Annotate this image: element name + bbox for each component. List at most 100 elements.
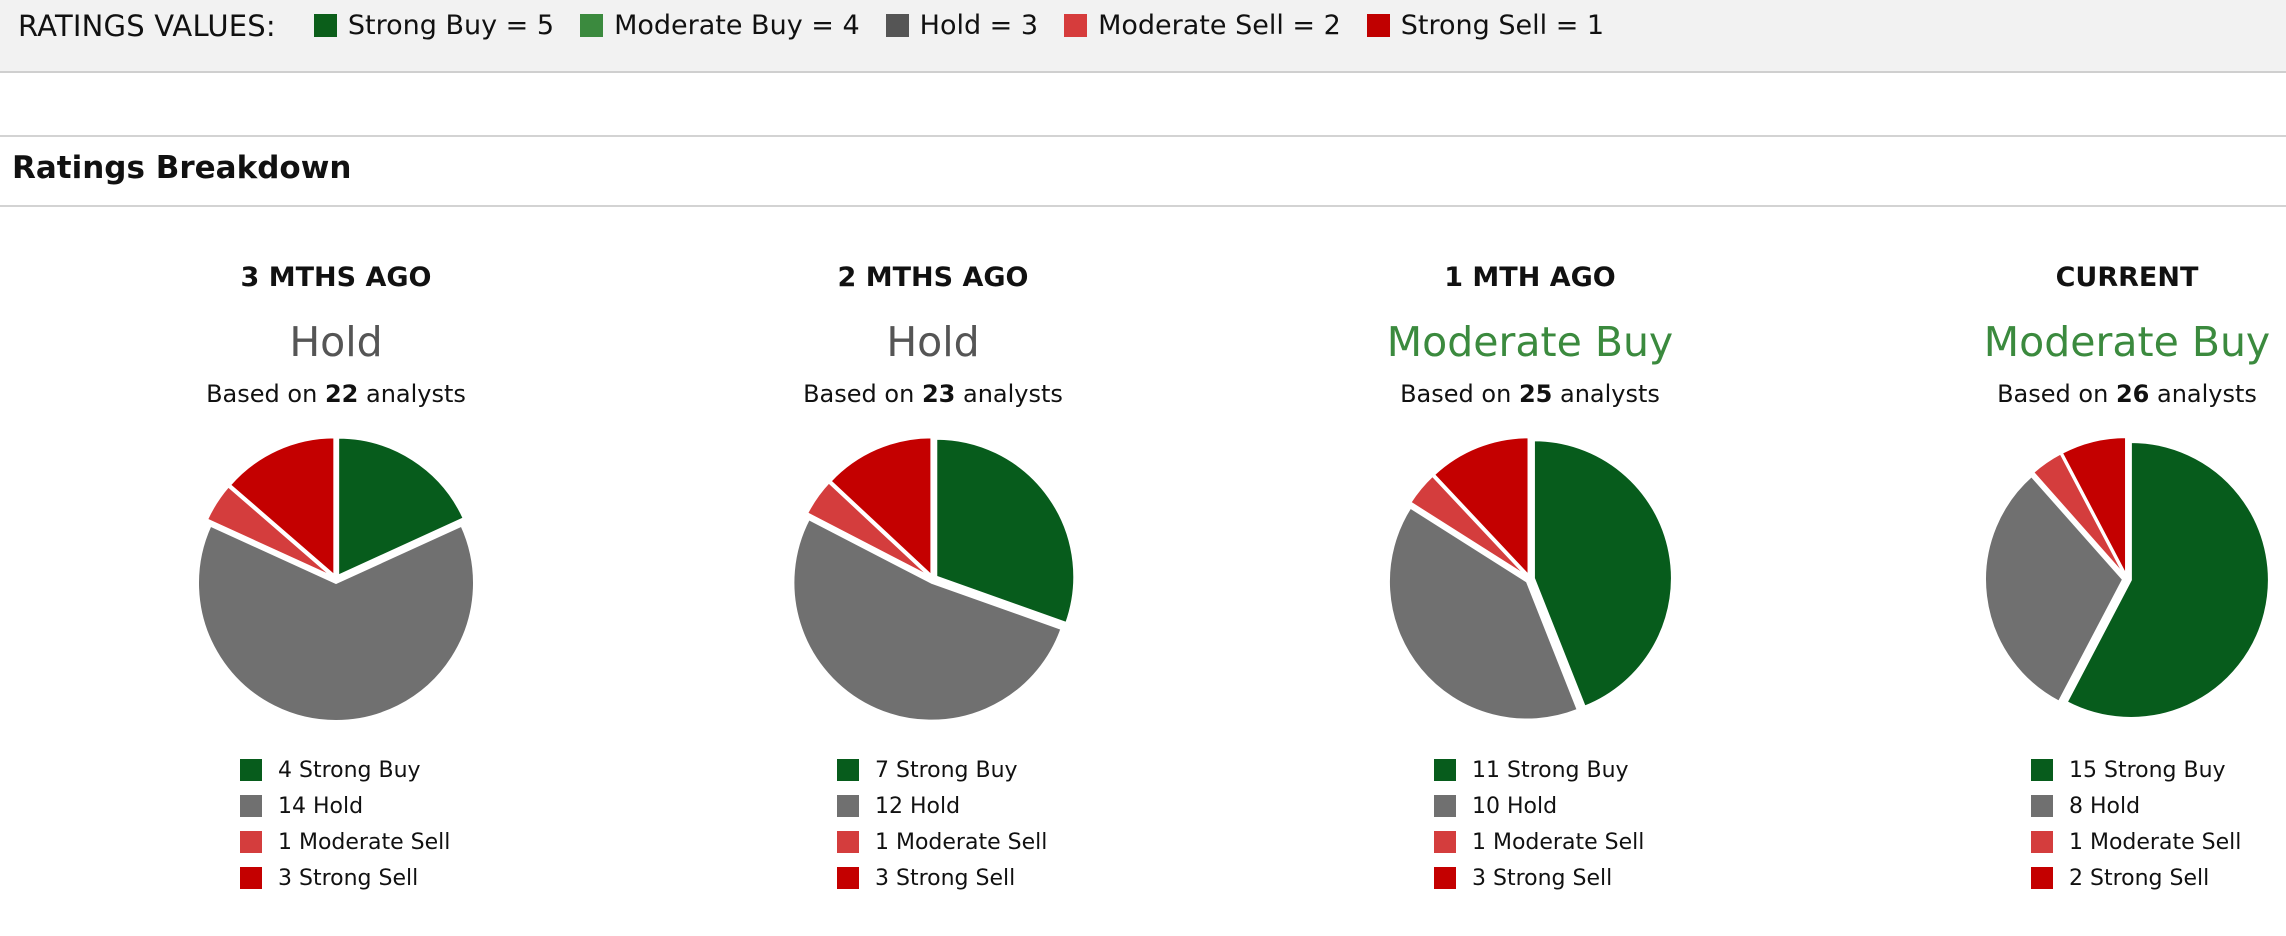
rating-value-label: Moderate Buy = 4 [614,10,860,41]
legend-label: 3 Strong Sell [1472,865,1613,891]
legend-label: 3 Strong Sell [875,865,1016,891]
based-suffix: analysts [365,380,466,408]
legend-swatch [837,795,859,817]
legend-label: 1 Moderate Sell [2069,829,2242,855]
based-suffix: analysts [1559,380,1660,408]
pie-slice-strong-sell [2060,436,2128,577]
pie-slice-hold [1387,506,1579,721]
rating-value-label: Strong Sell = 1 [1400,10,1605,41]
consensus-rating: Hold [289,318,383,366]
analyst-count: 26 [2115,380,2150,408]
legend-label: 3 Strong Sell [278,865,419,891]
legend-item: 1 Moderate Sell [240,824,460,860]
legend-label: 10 Hold [1472,793,1558,819]
legend-item: 4 Strong Buy [240,752,460,788]
legend-item: 15 Strong Buy [2031,752,2251,788]
legend-label: 1 Moderate Sell [278,829,451,855]
legend-item: 3 Strong Sell [1434,860,1654,896]
legend-swatch [2031,867,2053,889]
pie-slice-hold [197,524,475,722]
legend-item: 10 Hold [1434,788,1654,824]
based-on-text: Based on 23 analysts [803,380,1063,424]
pie-slice-moderate-sell [806,481,931,578]
consensus-rating: Hold [886,318,980,366]
legend-item: 2 Strong Sell [2031,860,2251,896]
divider [0,135,2286,137]
legend-swatch [240,831,262,853]
pie-legend: 15 Strong Buy 8 Hold 1 Moderate Sell 2 S… [2031,752,2251,896]
divider [0,205,2286,207]
legend-swatch [2031,759,2053,781]
legend-swatch [837,759,859,781]
rating-value-moderate-buy: Moderate Buy = 4 [580,10,860,41]
rating-value-moderate-sell: Moderate Sell = 2 [1064,10,1341,41]
legend-label: 1 Moderate Sell [875,829,1048,855]
based-on-text: Based on 25 analysts [1400,380,1660,424]
legend-swatch [1434,867,1456,889]
legend-item: 1 Moderate Sell [2031,824,2251,860]
period-column: 3 MTHS AGO Hold Based on 22 analysts 4 S… [36,262,636,896]
legend-swatch [837,867,859,889]
period-title: 1 MTH AGO [1444,262,1616,293]
rating-value-label: Strong Buy = 5 [347,10,555,41]
legend-item: 11 Strong Buy [1434,752,1654,788]
pie-slice-moderate-sell [206,485,334,578]
pie-slice-strong-buy [2065,440,2270,719]
pie-slice-strong-sell [229,436,336,577]
legend-swatch [240,867,262,889]
rating-value-hold: Hold = 3 [885,10,1039,41]
based-suffix: analysts [2156,380,2257,408]
legend-item: 3 Strong Sell [837,860,1057,896]
legend-item: 7 Strong Buy [837,752,1057,788]
legend-label: 8 Hold [2069,793,2141,819]
pie-chart [792,436,1076,722]
ratings-values-title: RATINGS VALUES: [18,8,276,43]
based-prefix: Based on [1400,380,1512,408]
pie-legend: 7 Strong Buy 12 Hold 1 Moderate Sell 3 S… [837,752,1057,896]
legend-item: 12 Hold [837,788,1057,824]
rating-value-label: Moderate Sell = 2 [1098,10,1341,41]
consensus-rating: Moderate Buy [1983,318,2271,366]
legend-label: 4 Strong Buy [278,757,421,783]
legend-label: 2 Strong Sell [2069,865,2210,891]
legend-label: 14 Hold [278,793,364,819]
section-title: Ratings Breakdown [12,150,352,186]
pie-slice-strong-sell [829,436,933,577]
period-title: 2 MTHS AGO [837,262,1029,293]
pie-legend: 4 Strong Buy 14 Hold 1 Moderate Sell 3 S… [240,752,460,896]
period-column: CURRENT Moderate Buy Based on 26 analyst… [1827,262,2286,896]
legend-swatch [1434,831,1456,853]
based-on-text: Based on 26 analysts [1997,380,2257,424]
ratings-values-bar: RATINGS VALUES: Strong Buy = 5 Moderate … [0,0,2286,73]
legend-label: 7 Strong Buy [875,757,1018,783]
period-column: 1 MTH AGO Moderate Buy Based on 25 analy… [1230,262,1830,896]
period-title: 3 MTHS AGO [240,262,432,293]
pie-slice-hold [1984,475,2125,703]
based-prefix: Based on [206,380,318,408]
legend-swatch [240,759,262,781]
legend-label: 11 Strong Buy [1472,757,1629,783]
period-column: 2 MTHS AGO Hold Based on 23 analysts 7 S… [633,262,1233,896]
hold-swatch [885,14,909,37]
legend-label: 15 Strong Buy [2069,757,2226,783]
legend-item: 1 Moderate Sell [1434,824,1654,860]
legend-swatch [240,795,262,817]
based-prefix: Based on [803,380,915,408]
legend-swatch [1434,759,1456,781]
legend-swatch [1434,795,1456,817]
rating-value-strong-sell: Strong Sell = 1 [1366,10,1605,41]
pie-slice-moderate-sell [2032,452,2126,577]
pie-slice-strong-buy [337,436,465,577]
based-on-text: Based on 22 analysts [206,380,466,424]
rating-value-label: Hold = 3 [919,10,1039,41]
legend-label: 1 Moderate Sell [1472,829,1645,855]
analyst-count: 23 [921,380,956,408]
based-prefix: Based on [1997,380,2109,408]
consensus-rating: Moderate Buy [1386,318,1674,366]
legend-swatch [2031,795,2053,817]
pie-slice-strong-buy [935,437,1076,624]
pie-slice-strong-buy [1532,439,1673,708]
legend-item: 1 Moderate Sell [837,824,1057,860]
legend-swatch [2031,831,2053,853]
analyst-count: 22 [324,380,359,408]
